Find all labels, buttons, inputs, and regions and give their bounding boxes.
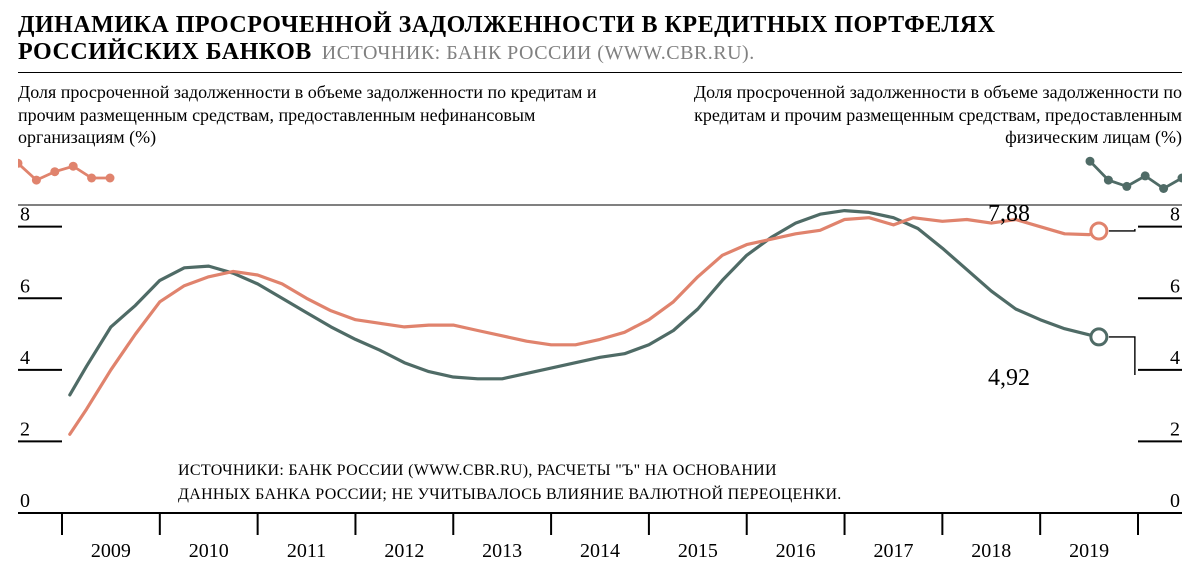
sparkline-left-dot xyxy=(32,175,41,184)
sparkline-right-dot xyxy=(1086,156,1095,165)
callout-leader-corporates xyxy=(1109,336,1135,374)
y-tick-label-left: 0 xyxy=(20,490,30,512)
x-tick-label: 2016 xyxy=(776,540,816,562)
subtitles-row: Доля просроченной задолженности в объеме… xyxy=(18,81,1182,149)
sparkline-right-dot xyxy=(1141,171,1150,180)
subtitle-right: Доля просроченной задолженности в объеме… xyxy=(682,81,1182,149)
x-tick-label: 2010 xyxy=(189,540,229,562)
x-tick-label: 2011 xyxy=(287,540,326,562)
sparkline-left-dot xyxy=(69,161,78,170)
y-tick-label-right: 4 xyxy=(1170,346,1180,368)
y-tick-label-right: 6 xyxy=(1170,275,1180,297)
footnote-line1: ИСТОЧНИКИ: БАНК РОССИИ (WWW.CBR.RU), РАС… xyxy=(178,462,777,479)
callout-leader-individuals xyxy=(1109,229,1135,231)
x-tick-label: 2019 xyxy=(1069,540,1109,562)
sparkline-left-line xyxy=(18,163,110,180)
x-tick-label: 2017 xyxy=(873,540,913,562)
chart-container: 0 0 2 2 4 4 6 6 8 8 2009 2010 2011 2012 2013 2014 2015 20… xyxy=(18,155,1182,575)
x-tick-label: 2013 xyxy=(482,540,522,562)
subtitle-left: Доля просроченной задолженности в объеме… xyxy=(18,81,598,149)
end-marker-individuals xyxy=(1091,222,1107,238)
callout-individuals: 7,88 xyxy=(988,201,1030,227)
sparkline-left-dot xyxy=(50,167,59,176)
x-tick-label: 2014 xyxy=(580,540,620,562)
y-tick-label-left: 6 xyxy=(20,275,30,297)
x-tick-label: 2009 xyxy=(91,540,131,562)
footnote-line2: ДАННЫХ БАНКА РОССИИ; НЕ УЧИТЫВАЛОСЬ ВЛИЯ… xyxy=(178,484,842,503)
title-rule xyxy=(18,72,1182,73)
sparkline-left-dot xyxy=(106,173,115,182)
x-tick-label: 2015 xyxy=(678,540,718,562)
y-tick-label-right: 8 xyxy=(1170,203,1180,225)
source-label: ИСТОЧНИК: БАНК РОССИИ (WWW.CBR.RU). xyxy=(322,42,755,64)
sparkline-right-dot xyxy=(1159,184,1168,193)
callout-corporates: 4,92 xyxy=(988,365,1030,391)
sparkline-right-dot xyxy=(1104,175,1113,184)
sparkline-right-dot xyxy=(1122,181,1131,190)
y-tick-label-right: 0 xyxy=(1170,490,1180,512)
x-tick-label: 2012 xyxy=(384,540,424,562)
end-marker-corporates xyxy=(1091,328,1107,344)
y-tick-label-left: 2 xyxy=(20,418,30,440)
y-tick-label-right: 2 xyxy=(1170,418,1180,440)
sparkline-right-line xyxy=(1090,161,1182,188)
y-tick-label-left: 4 xyxy=(20,346,30,368)
y-tick-label-left: 8 xyxy=(20,203,30,225)
sparkline-left-dot xyxy=(87,173,96,182)
series-corporates xyxy=(70,210,1099,394)
overdue-debt-chart: 0 0 2 2 4 4 6 6 8 8 2009 2010 2011 2012 2013 2014 2015 20… xyxy=(18,155,1182,575)
x-tick-label: 2018 xyxy=(971,540,1011,562)
